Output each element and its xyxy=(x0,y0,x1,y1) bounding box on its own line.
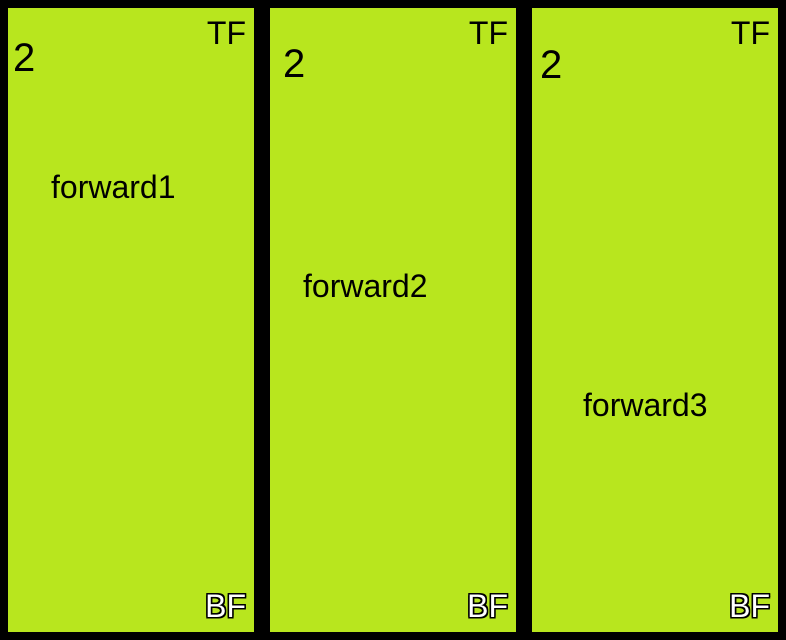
panel-forward2[interactable]: 2 TF forward2 BF xyxy=(270,8,516,632)
bottom-label: BF xyxy=(467,588,508,624)
bottom-label: BF xyxy=(729,588,770,624)
panel-number: 2 xyxy=(540,43,563,87)
top-label: TF xyxy=(206,15,246,51)
panel-forward3[interactable]: 2 TF forward3 BF xyxy=(532,8,778,632)
panel-name: forward3 xyxy=(583,387,708,423)
panel-number: 2 xyxy=(283,42,306,86)
top-label: TF xyxy=(468,15,508,51)
top-label: TF xyxy=(730,15,770,51)
panel-number: 2 xyxy=(13,36,36,80)
bottom-label: BF xyxy=(205,588,246,624)
panel-name: forward1 xyxy=(51,169,176,205)
panel-forward1[interactable]: 2 TF forward1 BF xyxy=(8,8,254,632)
panel-name: forward2 xyxy=(303,268,428,304)
